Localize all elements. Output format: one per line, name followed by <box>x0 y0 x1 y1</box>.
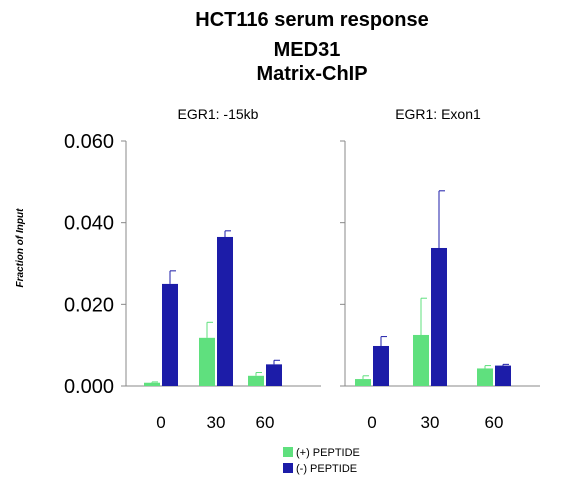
chart-panels: EGR1: -15kb 0 30 60 EGR1: Exon1 0 30 60 <box>121 106 540 432</box>
x-tick-label: 0 <box>156 413 165 432</box>
bar-plus-peptide <box>477 368 493 386</box>
bar-minus-peptide <box>162 283 178 386</box>
y-axis: 0.000 0.020 0.040 0.060 <box>64 131 114 398</box>
legend-swatch <box>283 463 293 473</box>
chart-title-line-3: Matrix-ChIP <box>256 63 367 85</box>
x-tick-label: 30 <box>421 413 440 432</box>
y-tick-label: 0.000 <box>64 376 114 398</box>
bar-minus-peptide <box>266 364 282 386</box>
chart-titles: HCT116 serum response MED31 Matrix-ChIP <box>195 9 428 85</box>
bar-minus-peptide <box>373 345 389 386</box>
x-tick-label: 60 <box>256 413 275 432</box>
bar-plus-peptide <box>355 379 371 386</box>
panel-2: EGR1: Exon1 0 30 60 <box>340 106 540 432</box>
y-tick-label: 0.060 <box>64 131 114 153</box>
x-tick-label: 60 <box>485 413 504 432</box>
panel-title: EGR1: -15kb <box>178 106 259 122</box>
y-axis-label: Fraction of Input <box>15 208 26 288</box>
bar-plus-peptide <box>413 334 429 386</box>
bar-plus-peptide <box>248 375 264 386</box>
bar-plus-peptide <box>144 382 160 386</box>
bar-minus-peptide <box>217 236 233 386</box>
panel-1: EGR1: -15kb 0 30 60 <box>121 106 321 432</box>
y-tick-label: 0.020 <box>64 294 114 316</box>
bar-minus-peptide <box>431 247 447 386</box>
panel-title: EGR1: Exon1 <box>395 106 481 122</box>
chart-title-line-2: MED31 <box>274 39 341 61</box>
legend-label: (+) PEPTIDE <box>296 447 360 459</box>
legend: (+) PEPTIDE (-) PEPTIDE <box>283 447 360 475</box>
y-tick-label: 0.040 <box>64 213 114 235</box>
legend-label: (-) PEPTIDE <box>296 463 357 475</box>
x-tick-label: 0 <box>367 413 376 432</box>
chart-title-line-1: HCT116 serum response <box>195 9 428 31</box>
x-tick-label: 30 <box>207 413 226 432</box>
legend-swatch <box>283 447 293 457</box>
bar-minus-peptide <box>495 365 511 386</box>
bar-plus-peptide <box>199 337 215 386</box>
